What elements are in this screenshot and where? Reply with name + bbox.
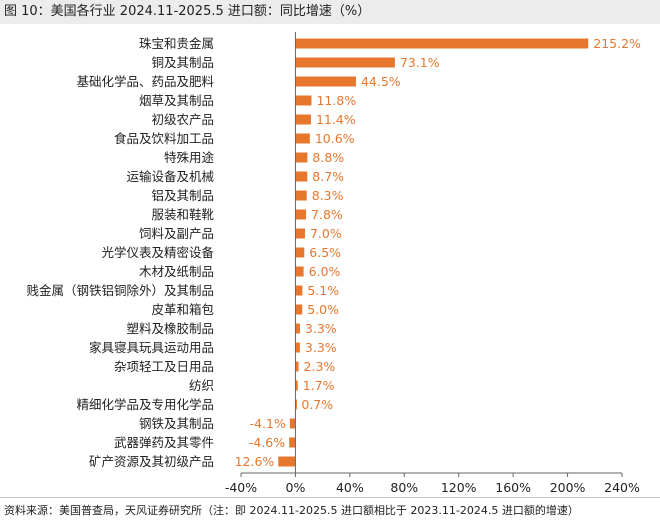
bar [295, 38, 589, 49]
data-label: 5.1% [307, 283, 339, 298]
category-label: 食品及饮料加工品 [114, 131, 214, 146]
bar [295, 380, 298, 391]
bar [295, 228, 305, 239]
category-label: 纺织 [189, 378, 214, 393]
bar-chart: 珠宝和贵金属 215.2% 铜及其制品 73.1% 基础化学品、药品及肥料 44.5% 烟草… [26, 32, 641, 495]
bar [295, 152, 308, 163]
data-label: 7.0% [310, 226, 342, 241]
x-tick-label: 40% [336, 480, 364, 495]
bar [295, 247, 305, 258]
x-tick-label: 160% [495, 480, 531, 495]
category-label: 运输设备及机械 [126, 169, 214, 184]
data-label: 6.5% [309, 245, 341, 260]
bar [295, 133, 310, 144]
data-label: 8.7% [312, 169, 344, 184]
category-label: 珠宝和贵金属 [139, 36, 214, 51]
bar [289, 437, 296, 448]
category-label: 初级农产品 [151, 112, 214, 127]
bar [295, 114, 311, 125]
category-label: 光学仪表及精密设备 [101, 245, 214, 260]
category-label: 贱金属（钢铁铝铜除外）及其制品 [26, 283, 214, 298]
data-label: 3.3% [305, 340, 337, 355]
data-label: 8.8% [312, 150, 344, 165]
bar [295, 57, 395, 68]
category-label: 杂项轻工及日用品 [114, 359, 214, 374]
x-tick-label: 80% [390, 480, 418, 495]
data-label: 7.8% [311, 207, 343, 222]
data-label: 12.6% [235, 454, 275, 469]
bar [289, 418, 296, 429]
bar [295, 342, 300, 353]
data-label: 10.6% [315, 131, 355, 146]
category-label: 钢铁及其制品 [139, 416, 214, 431]
data-label: 11.8% [316, 93, 356, 108]
data-label: 2.3% [304, 359, 336, 374]
source-note: 资料来源：美国普查局，天风证券研究所（注：即 2024.11-2025.5 进口… [0, 497, 660, 525]
bar [295, 95, 312, 106]
data-label: 1.7% [303, 378, 335, 393]
data-label: 0.7% [301, 397, 333, 412]
category-label: 服装和鞋靴 [151, 207, 214, 222]
category-label: 家具寝具玩具运动用品 [89, 340, 214, 355]
bar [295, 190, 307, 201]
x-tick-label: 120% [441, 480, 477, 495]
x-tick-label: 240% [604, 480, 640, 495]
data-label: 3.3% [305, 321, 337, 336]
plot-area: 珠宝和贵金属 215.2% 铜及其制品 73.1% 基础化学品、药品及肥料 44.5% 烟草… [26, 32, 641, 495]
bar [295, 323, 300, 334]
bar [278, 456, 296, 467]
bar [295, 361, 299, 372]
data-label: 5.0% [307, 302, 339, 317]
data-label: 11.4% [316, 112, 356, 127]
data-label: -4.1% [250, 416, 286, 431]
bar [295, 171, 308, 182]
category-label: 特殊用途 [164, 150, 215, 165]
bar [295, 266, 304, 277]
category-label: 木材及纸制品 [139, 264, 214, 279]
category-label: 烟草及其制品 [139, 93, 214, 108]
category-label: 武器弹药及其零件 [114, 435, 214, 450]
category-label: 饲料及副产品 [139, 226, 214, 241]
data-label: 6.0% [309, 264, 341, 279]
bar [295, 209, 307, 220]
category-label: 精细化学品及专用化学品 [76, 397, 214, 412]
data-label: 215.2% [593, 36, 641, 51]
bar [295, 285, 303, 296]
bar [295, 304, 303, 315]
x-tick-label: -40% [225, 480, 257, 495]
x-tick-label: 200% [550, 480, 586, 495]
bar [295, 399, 297, 410]
category-label: 铜及其制品 [151, 55, 214, 70]
category-label: 基础化学品、药品及肥料 [76, 74, 214, 89]
category-label: 铝及其制品 [151, 188, 214, 203]
data-label: 8.3% [312, 188, 344, 203]
category-label: 塑料及橡胶制品 [126, 321, 214, 336]
category-label: 皮革和箱包 [151, 302, 214, 317]
chart-title: 图 10：美国各行业 2024.11-2025.5 进口额：同比增速（%） [0, 0, 660, 24]
data-label: 73.1% [400, 55, 440, 70]
category-label: 矿产资源及其初级产品 [89, 454, 214, 469]
data-label: -4.6% [249, 435, 285, 450]
x-tick-label: 0% [286, 480, 306, 495]
bar [295, 76, 356, 87]
data-label: 44.5% [361, 74, 401, 89]
